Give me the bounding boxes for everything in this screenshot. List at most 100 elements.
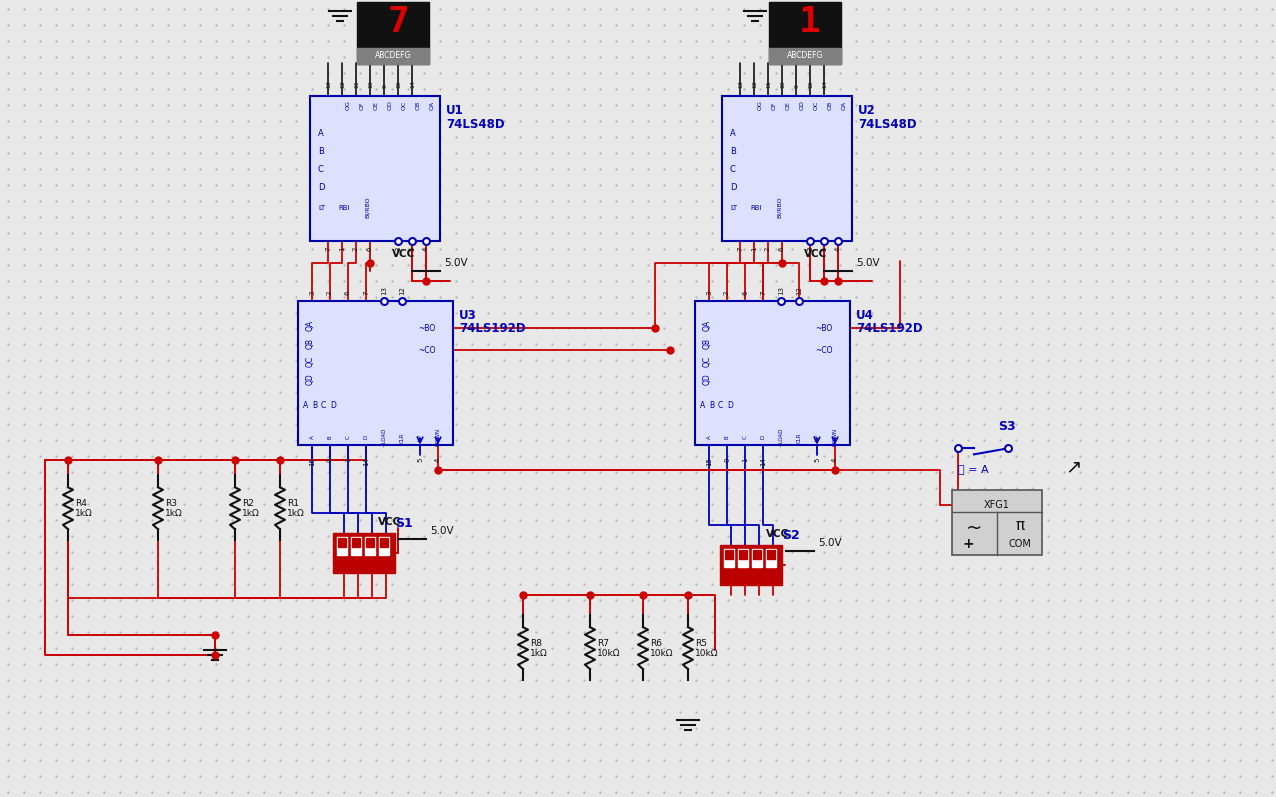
- Text: 3: 3: [806, 246, 813, 251]
- Text: 11: 11: [355, 80, 360, 88]
- Bar: [351, 537, 361, 556]
- Text: D: D: [330, 401, 336, 410]
- Bar: [722, 96, 852, 241]
- Text: OA: OA: [841, 100, 846, 110]
- Text: C: C: [718, 401, 723, 410]
- Text: OF: OF: [360, 101, 365, 110]
- Text: C: C: [318, 165, 324, 175]
- Bar: [380, 538, 388, 548]
- Bar: [753, 550, 760, 559]
- Text: C: C: [743, 435, 748, 439]
- Bar: [769, 48, 841, 64]
- Text: B: B: [709, 401, 715, 410]
- Bar: [366, 538, 374, 548]
- Text: 3: 3: [396, 246, 401, 251]
- Text: BI/RBO: BI/RBO: [777, 197, 782, 218]
- Text: ~CO: ~CO: [419, 346, 435, 355]
- Text: 12: 12: [399, 285, 404, 295]
- Text: 4: 4: [424, 246, 429, 251]
- Text: 5.0V: 5.0V: [818, 538, 842, 548]
- Text: 2: 2: [327, 290, 333, 295]
- Text: 5.0V: 5.0V: [444, 257, 467, 268]
- Text: 2: 2: [353, 246, 359, 251]
- Text: COM: COM: [1008, 540, 1031, 549]
- Bar: [769, 2, 841, 64]
- Bar: [695, 300, 850, 446]
- Text: B: B: [318, 147, 324, 156]
- Text: U4: U4: [856, 308, 874, 321]
- Text: ↗: ↗: [1065, 457, 1081, 477]
- Bar: [752, 549, 762, 567]
- Text: UP: UP: [417, 434, 422, 441]
- Text: R1: R1: [287, 499, 299, 508]
- Bar: [952, 490, 1042, 556]
- Bar: [352, 538, 360, 548]
- Text: OA: OA: [430, 100, 435, 110]
- Text: 14: 14: [362, 457, 369, 466]
- Text: OB: OB: [828, 100, 832, 110]
- Text: R2: R2: [242, 499, 254, 508]
- Text: ~LOAD: ~LOAD: [778, 428, 783, 447]
- Text: 1: 1: [799, 5, 820, 39]
- Text: 5: 5: [410, 246, 415, 251]
- Text: 5: 5: [814, 457, 820, 461]
- Bar: [365, 537, 375, 556]
- Text: D: D: [364, 435, 369, 439]
- Text: 1kΩ: 1kΩ: [242, 508, 260, 518]
- Text: ~BO: ~BO: [419, 324, 435, 333]
- Text: 10kΩ: 10kΩ: [649, 649, 674, 658]
- Text: 4: 4: [832, 457, 838, 461]
- Text: R5: R5: [695, 638, 707, 648]
- Text: 6: 6: [780, 246, 785, 251]
- Text: OC: OC: [402, 100, 407, 110]
- Text: CLR: CLR: [796, 432, 801, 442]
- Bar: [723, 549, 734, 567]
- Bar: [725, 550, 732, 559]
- Text: 1kΩ: 1kΩ: [75, 508, 93, 518]
- Text: 1: 1: [752, 246, 757, 251]
- Text: 74LS48D: 74LS48D: [447, 118, 504, 131]
- Text: A: A: [302, 401, 309, 410]
- Text: OE: OE: [786, 101, 791, 110]
- Bar: [720, 545, 782, 585]
- Text: C: C: [346, 435, 351, 439]
- Text: OG: OG: [346, 100, 351, 110]
- Text: 10kΩ: 10kΩ: [597, 649, 620, 658]
- Text: 1kΩ: 1kΩ: [287, 508, 305, 518]
- Text: 1: 1: [339, 246, 345, 251]
- Text: +: +: [962, 537, 974, 552]
- Text: RBI: RBI: [338, 205, 350, 210]
- Text: B: B: [725, 436, 730, 439]
- Text: OF: OF: [772, 101, 777, 110]
- Text: 0: 0: [723, 457, 730, 461]
- Text: 5.0V: 5.0V: [856, 257, 879, 268]
- Text: 1: 1: [743, 457, 748, 461]
- Text: A: A: [730, 129, 736, 138]
- Text: 74LS192D: 74LS192D: [856, 323, 923, 336]
- Text: U2: U2: [857, 104, 875, 116]
- Text: A: A: [701, 401, 706, 410]
- Bar: [310, 96, 440, 241]
- Text: QD: QD: [306, 374, 315, 385]
- Text: 14: 14: [760, 457, 766, 466]
- Bar: [299, 300, 453, 446]
- Text: 7: 7: [738, 246, 743, 251]
- Bar: [738, 549, 748, 567]
- Text: ~LOAD: ~LOAD: [382, 428, 387, 447]
- Text: 4: 4: [835, 246, 841, 251]
- Text: 12: 12: [796, 285, 803, 295]
- Text: OC: OC: [814, 100, 818, 110]
- Bar: [739, 550, 746, 559]
- Text: U1: U1: [447, 104, 463, 116]
- Text: QA: QA: [703, 320, 712, 331]
- Text: OE: OE: [374, 101, 379, 110]
- Text: 5: 5: [417, 457, 424, 461]
- Text: 13: 13: [327, 80, 332, 88]
- Text: QA: QA: [306, 320, 315, 331]
- Text: B: B: [313, 401, 318, 410]
- Text: S1: S1: [396, 517, 412, 530]
- Text: R3: R3: [165, 499, 177, 508]
- Text: 7: 7: [387, 5, 408, 39]
- Text: 6: 6: [367, 246, 373, 251]
- Text: C: C: [730, 165, 736, 175]
